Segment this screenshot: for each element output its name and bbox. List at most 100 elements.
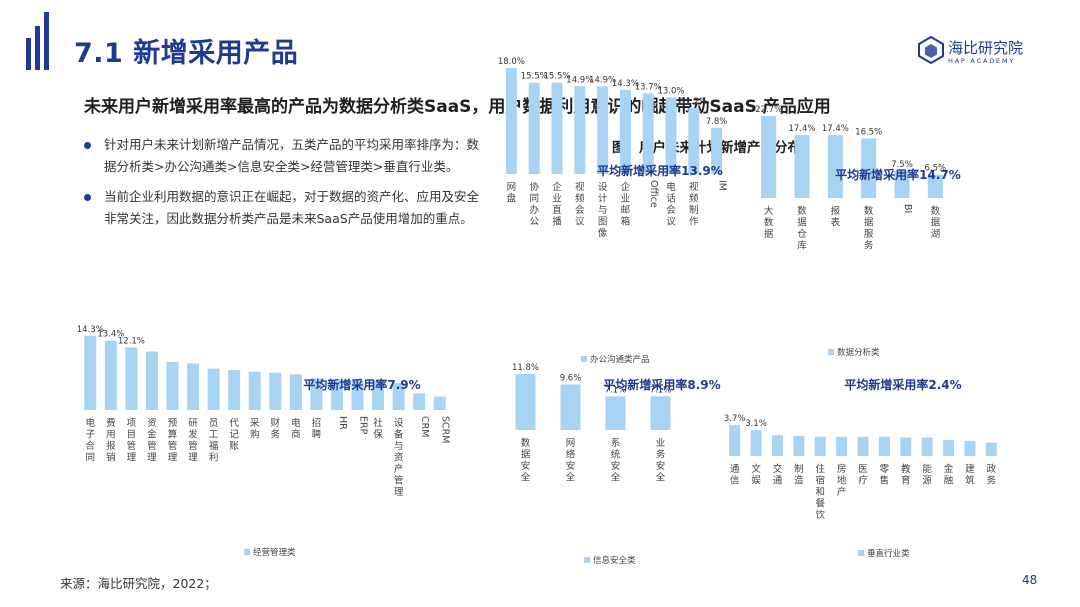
chart-value-label: 14.9%	[589, 75, 616, 85]
chart-category-label: 零售	[880, 464, 890, 487]
chart-category-label: ERP	[358, 416, 369, 435]
chart-category-label: 网盘	[507, 182, 517, 205]
chart-bar	[392, 383, 405, 410]
chart-category-label: IM	[717, 180, 728, 191]
chart-category-label: 电话会议	[666, 181, 676, 228]
chart-category-label: 视频会议	[575, 181, 585, 228]
chart-category-label: 大数据	[764, 205, 774, 240]
chart-bar	[330, 379, 343, 410]
chart-average-label: 平均新增采用率13.9%	[597, 163, 723, 178]
legend-swatch	[858, 550, 864, 556]
chart-category-label: 政务	[987, 463, 997, 487]
chart-bar	[289, 374, 302, 410]
chart-bar	[125, 347, 138, 410]
legend-label: 办公沟通类产品	[590, 354, 650, 365]
chart-value-label: 16.5%	[855, 127, 882, 137]
chart-category-label: 项目管理	[127, 418, 137, 464]
chart-value-label: 7.1%	[650, 385, 672, 395]
legend-swatch	[581, 356, 587, 362]
chart-value-label: 17.4%	[822, 124, 849, 134]
chart-bar	[814, 436, 826, 456]
chart-category-label: 数据湖	[931, 205, 941, 240]
legend-label: 信息安全类	[593, 555, 636, 566]
chart-value-label: 13.7%	[635, 82, 662, 92]
chart-bar	[372, 380, 385, 410]
chart-bar	[145, 351, 158, 410]
chart-bar	[985, 442, 997, 456]
chart-category-label: SCRM	[440, 416, 451, 443]
chart-bar	[921, 437, 933, 456]
chart-bar	[761, 116, 777, 198]
chart-category-label: 制造	[794, 463, 804, 487]
chart-value-label: 3.7%	[724, 414, 746, 424]
chart-bar	[964, 440, 976, 456]
chart-bar	[878, 436, 890, 456]
header-bars-decoration	[26, 12, 49, 70]
chart-bar	[515, 374, 536, 430]
legend-swatch	[244, 549, 250, 555]
chart-category-label: 费用报销	[106, 417, 116, 464]
legend-label: 垂直行业类	[867, 548, 910, 559]
source-note: 来源：海比研究院，2022；	[60, 576, 217, 591]
chart-bar	[433, 396, 446, 410]
chart-category-label: CRM	[419, 416, 430, 437]
bullet-list: 针对用户未来计划新增产品情况，五类产品的平均采用率排序为：数据分析类>办公沟通类…	[84, 134, 484, 238]
chart-category-label: 设计与图像	[598, 182, 608, 239]
chart-category-label: 数据服务	[864, 205, 874, 252]
chart-value-label: 7.8%	[706, 117, 728, 127]
chart-average-label: 平均新增采用率2.4%	[844, 377, 961, 392]
chart-category-label: 电子合同	[86, 417, 96, 464]
chart-category-label: 企业直播	[552, 181, 562, 228]
chart-bar	[269, 372, 282, 410]
chart-category-label: 协同办公	[529, 181, 539, 228]
chart-category-label: 预算管理	[168, 418, 178, 464]
chart-bar	[729, 425, 741, 456]
legend-swatch	[828, 349, 834, 355]
chart-bar	[505, 68, 517, 174]
chart-category-label: 视频制作	[689, 181, 699, 228]
chart-category-label: 医疗	[858, 464, 868, 487]
chart-bar	[207, 368, 220, 410]
chart-category-label: 教育	[901, 463, 911, 487]
chart-category-label: 通信	[730, 464, 740, 487]
chart-category-label: 文娱	[751, 463, 761, 487]
chart-value-label: 12.1%	[118, 336, 145, 346]
chart-bar	[310, 378, 323, 410]
legend-label: 数据分析类	[837, 347, 880, 358]
chart-bar	[927, 174, 943, 198]
chart-bar	[861, 138, 877, 198]
chart-category-label: 网络安全	[566, 438, 576, 484]
chart-category-label: 设备与资产管理	[394, 418, 404, 498]
figure-title: 图：用户未来计划新增产品分布	[612, 140, 801, 156]
chart-value-label: 18.0%	[498, 57, 525, 67]
chart-bar	[351, 379, 364, 410]
chart-category-label: 系统安全	[611, 438, 621, 484]
chart-category-label: 数据仓库	[797, 205, 807, 252]
chart-bar	[605, 396, 626, 430]
chart-category-label: 招聘	[312, 417, 322, 441]
chart-bar	[793, 435, 805, 456]
chart-category-label: 业务安全	[656, 438, 666, 484]
chart-category-label: 资金管理	[147, 418, 157, 464]
chart-bar	[650, 396, 671, 430]
chart-category-label: 建筑	[965, 463, 975, 487]
chart-category-label: 员工福利	[209, 418, 219, 464]
chart-value-label: 7.5%	[891, 160, 913, 170]
chart-category-label: 电商	[291, 417, 301, 441]
chart-category-label: 报表	[831, 205, 841, 229]
chart-category-label: 采购	[250, 418, 260, 441]
chart-value-label: 17.4%	[788, 124, 815, 134]
legend-swatch	[584, 557, 590, 563]
chart-bar	[248, 371, 261, 410]
logo-name: 海比研究院	[948, 39, 1024, 57]
chart-value-label: 15.5%	[543, 72, 570, 82]
chart-category-label: 交通	[773, 463, 783, 487]
chart-value-label: 14.3%	[612, 79, 639, 89]
chart-bar	[943, 440, 955, 456]
chart-category-label: Office	[648, 180, 659, 208]
chart-bar	[228, 370, 241, 410]
chart-value-label: 14.9%	[566, 75, 593, 85]
chart-category-label: BI	[902, 204, 913, 213]
chart-value-label: 13.4%	[97, 330, 124, 340]
chart-bar	[560, 384, 581, 430]
